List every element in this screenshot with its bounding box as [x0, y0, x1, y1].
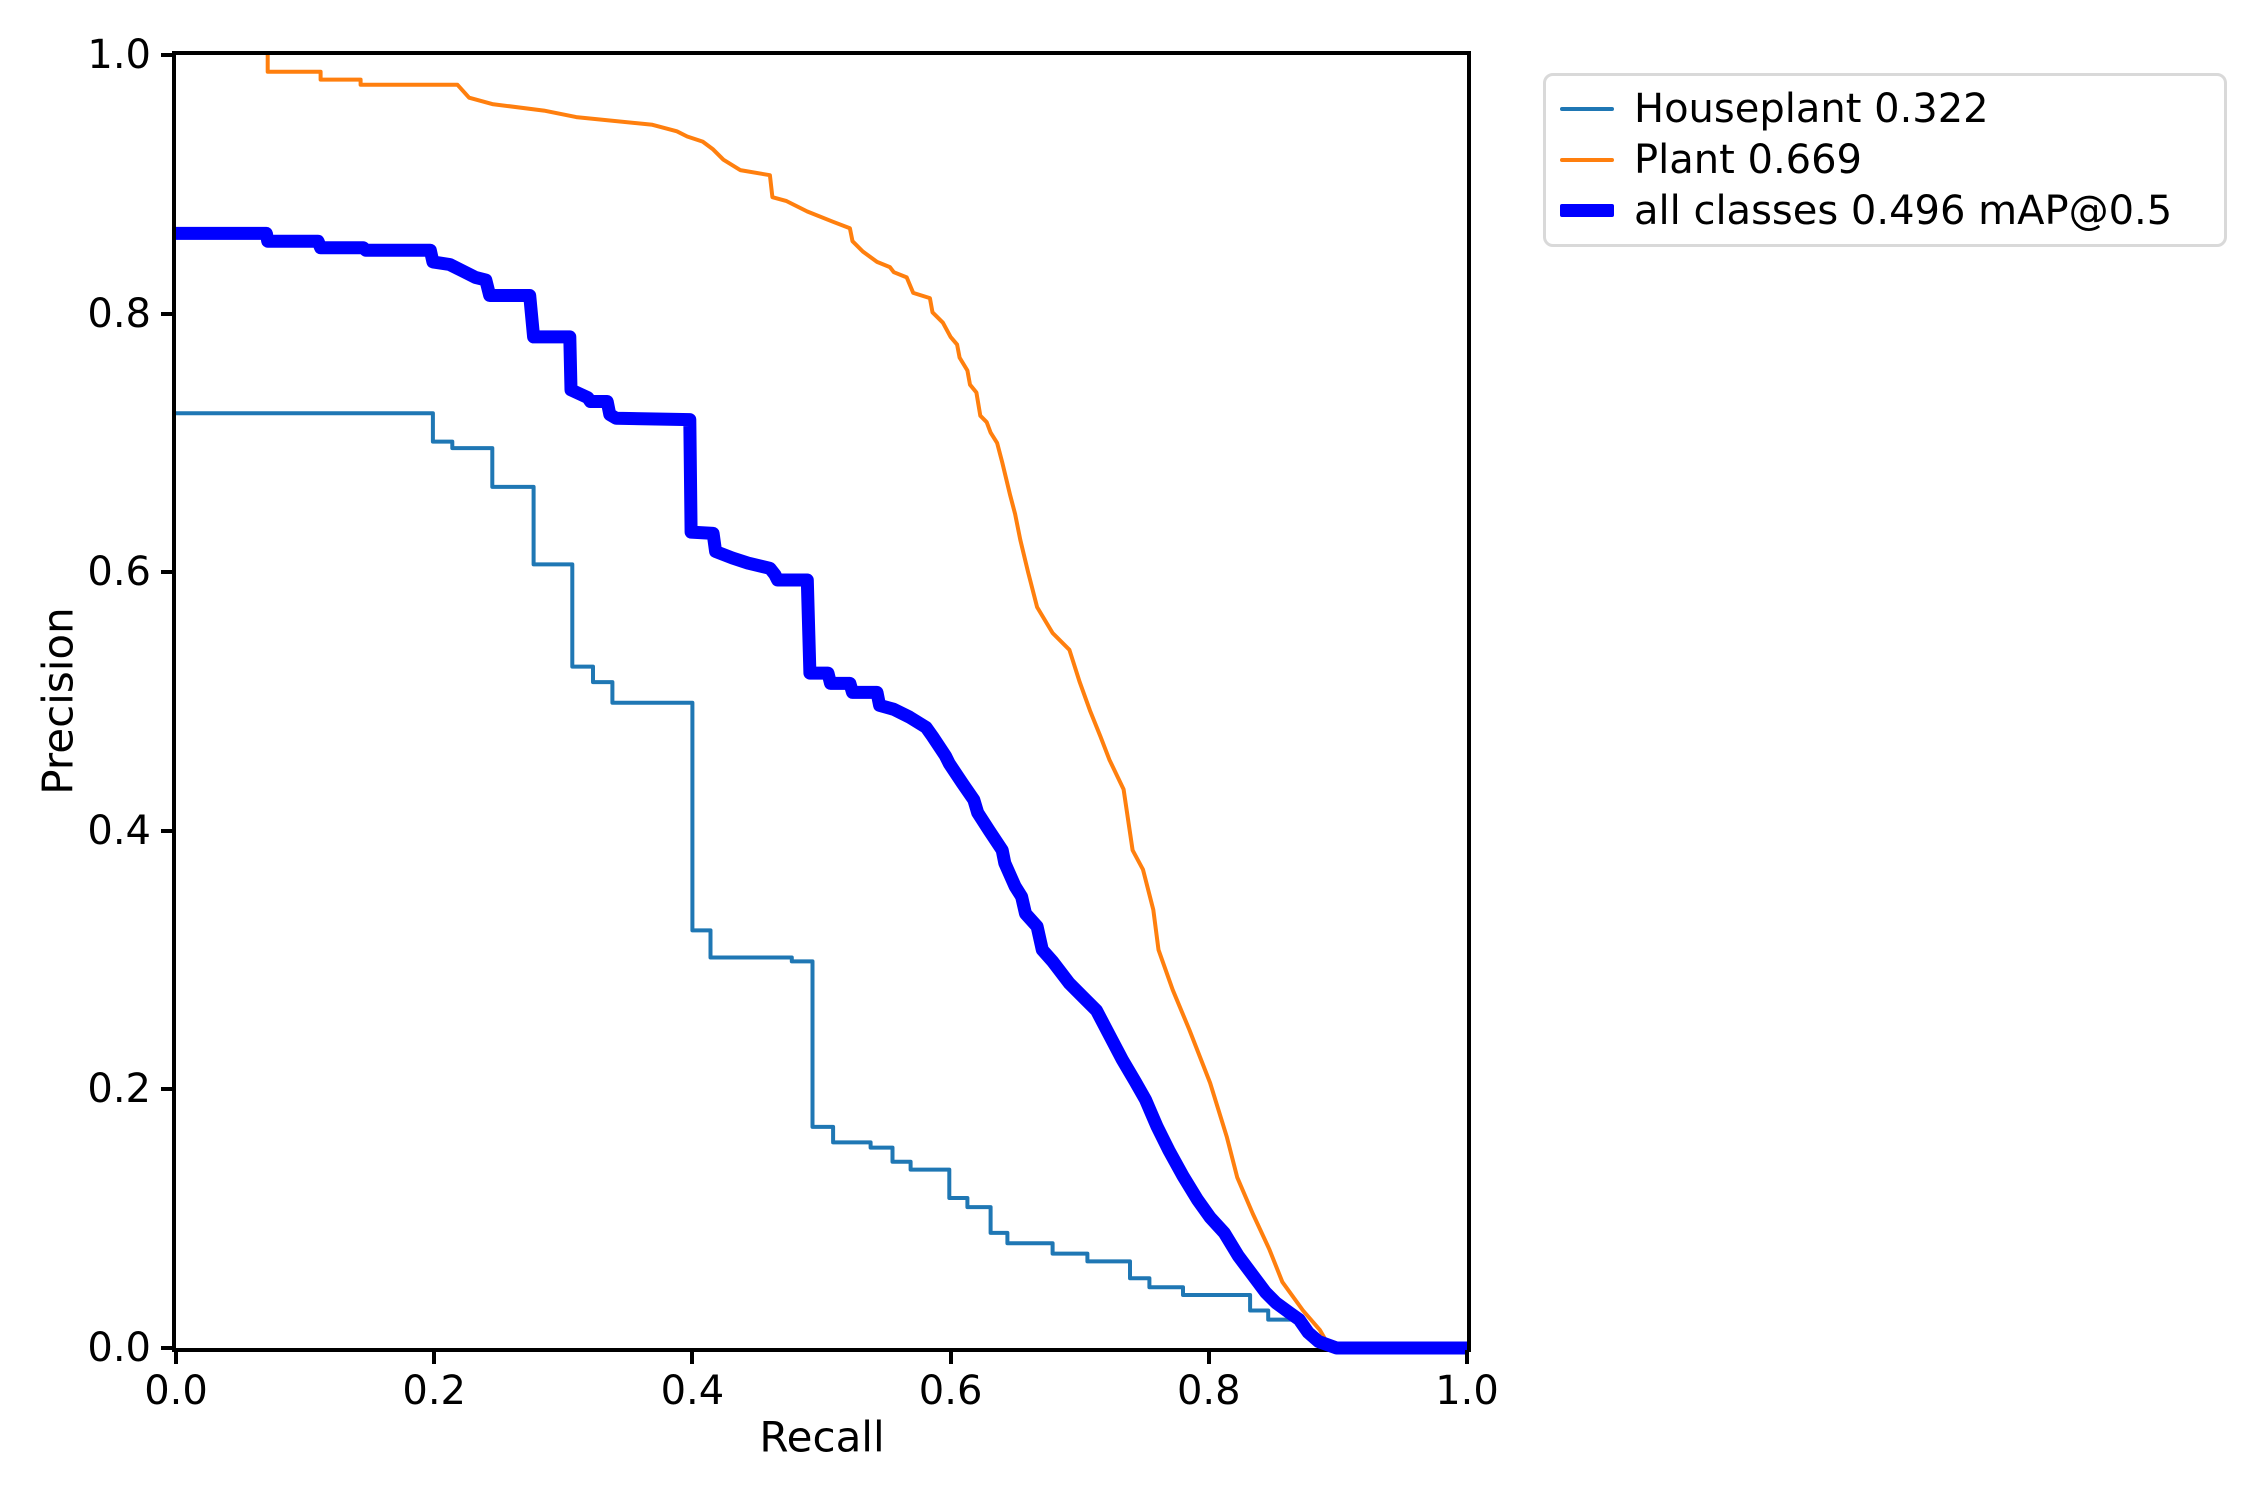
x-tick-mark [948, 1350, 953, 1364]
legend-label: Houseplant 0.322 [1634, 86, 1989, 133]
legend-entry: Houseplant 0.322 [1546, 84, 2224, 134]
y-tick-mark [161, 570, 174, 575]
x-tick-mark [1465, 1350, 1469, 1364]
y-tick-label: 0.6 [87, 549, 151, 596]
legend-label: all classes 0.496 mAP@0.5 [1634, 187, 2173, 234]
y-tick-label: 0.2 [87, 1066, 151, 1113]
pr-curves-canvas [176, 55, 1467, 1355]
y-tick-label: 0.4 [87, 807, 151, 854]
x-tick-label: 0.4 [660, 1368, 725, 1414]
x-tick-mark [1206, 1350, 1211, 1364]
legend-entry: all classes 0.496 mAP@0.5 [1546, 186, 2224, 236]
x-tick-label: 0.6 [918, 1368, 983, 1414]
y-tick-label: 0.8 [87, 290, 151, 337]
legend: Houseplant 0.322 Plant 0.669 all classes 0… [1543, 73, 2227, 247]
x-tick-label: 1.0 [1435, 1368, 1499, 1414]
legend-entry: Plant 0.669 [1546, 135, 2224, 185]
curve-houseplant [176, 411, 1327, 1350]
x-tick-mark [690, 1350, 695, 1364]
y-tick-label: 0.0 [87, 1325, 151, 1371]
y-tick-mark [161, 1087, 174, 1092]
y-tick-label: 1.0 [87, 32, 151, 78]
y-tick-mark [161, 311, 174, 316]
x-tick-label: 0.8 [1176, 1368, 1241, 1414]
y-tick-mark [161, 1346, 174, 1350]
y-axis-title: Precision [33, 607, 83, 795]
x-axis-title: Recall [759, 1412, 885, 1462]
x-tick-label: 0.2 [402, 1368, 466, 1414]
curve-plant [265, 55, 1332, 1349]
legend-line-sample [1560, 204, 1614, 218]
legend-label: Plant 0.669 [1634, 136, 1863, 183]
legend-line-sample [1560, 107, 1614, 112]
x-tick-mark [432, 1350, 437, 1364]
legend-line-sample [1560, 157, 1614, 162]
y-tick-mark [161, 53, 174, 57]
curve-all-classes [176, 226, 1467, 1355]
y-tick-mark [161, 828, 174, 833]
x-tick-mark [174, 1350, 178, 1364]
x-tick-label: 0.0 [144, 1368, 208, 1414]
plot-area [172, 51, 1471, 1352]
